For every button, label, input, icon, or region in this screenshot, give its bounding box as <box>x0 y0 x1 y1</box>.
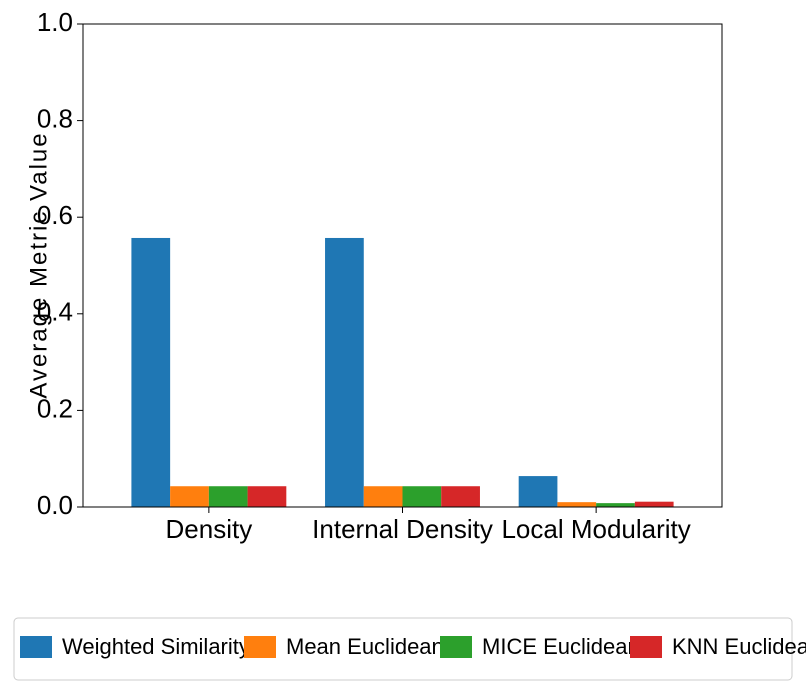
bar <box>634 501 674 507</box>
y-tick-label: 0.8 <box>37 103 73 133</box>
bar <box>170 486 209 507</box>
y-tick-label: 1.0 <box>37 7 73 37</box>
y-tick-label: 0.2 <box>37 393 73 423</box>
legend-swatch <box>20 636 52 658</box>
bar <box>596 503 635 507</box>
bar <box>131 237 171 507</box>
y-tick-label: 0.6 <box>37 200 73 230</box>
legend-label: Mean Euclidean <box>286 634 444 659</box>
legend-swatch <box>440 636 472 658</box>
legend-swatch <box>630 636 662 658</box>
legend-label: Weighted Similarity <box>62 634 250 659</box>
bar <box>363 486 403 507</box>
y-axis-label: Average Metric Value <box>25 131 52 398</box>
bar <box>557 502 597 507</box>
bar <box>441 486 480 507</box>
bar <box>325 237 364 507</box>
bar <box>518 476 558 507</box>
x-tick-label: Internal Density <box>312 514 493 544</box>
bar <box>402 486 442 507</box>
legend-frame <box>13 617 793 681</box>
plot-frame <box>82 23 723 508</box>
legend-label: MICE Euclidean <box>482 634 640 659</box>
y-tick-label: 0.4 <box>37 297 73 327</box>
x-tick-label: Local Modularity <box>501 514 690 544</box>
bar <box>247 486 287 507</box>
y-tick-label: 0.0 <box>37 490 73 520</box>
bar <box>208 486 248 507</box>
legend-label: KNN Euclidean <box>672 634 806 659</box>
legend-swatch <box>244 636 276 658</box>
x-tick-label: Density <box>166 514 253 544</box>
